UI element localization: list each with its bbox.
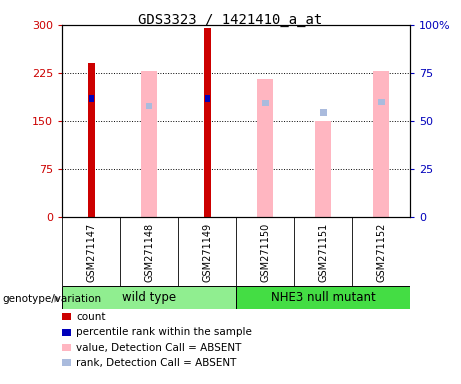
FancyBboxPatch shape: [62, 286, 236, 309]
Bar: [204, 28, 211, 217]
Text: NHE3 null mutant: NHE3 null mutant: [271, 291, 376, 304]
Text: rank, Detection Call = ABSENT: rank, Detection Call = ABSENT: [76, 358, 236, 368]
Text: percentile rank within the sample: percentile rank within the sample: [76, 327, 252, 337]
FancyBboxPatch shape: [236, 286, 410, 309]
Bar: [315, 121, 331, 217]
Bar: [88, 63, 95, 217]
Text: GSM271151: GSM271151: [318, 222, 328, 282]
Bar: [205, 95, 210, 102]
Text: GSM271148: GSM271148: [144, 222, 154, 281]
Text: genotype/variation: genotype/variation: [2, 294, 101, 304]
Text: GDS3323 / 1421410_a_at: GDS3323 / 1421410_a_at: [138, 13, 323, 27]
Text: value, Detection Call = ABSENT: value, Detection Call = ABSENT: [76, 343, 242, 353]
Bar: [378, 99, 384, 105]
Text: GSM271150: GSM271150: [260, 222, 270, 282]
Text: count: count: [76, 312, 106, 322]
Bar: [146, 103, 153, 109]
Bar: [257, 79, 273, 217]
Bar: [89, 95, 94, 102]
Polygon shape: [54, 295, 60, 303]
Text: wild type: wild type: [122, 291, 176, 304]
Bar: [373, 71, 390, 217]
Text: GSM271147: GSM271147: [86, 222, 96, 282]
Bar: [141, 71, 157, 217]
Text: GSM271152: GSM271152: [376, 222, 386, 282]
Bar: [320, 109, 326, 116]
Bar: [262, 100, 268, 106]
Text: GSM271149: GSM271149: [202, 222, 212, 281]
